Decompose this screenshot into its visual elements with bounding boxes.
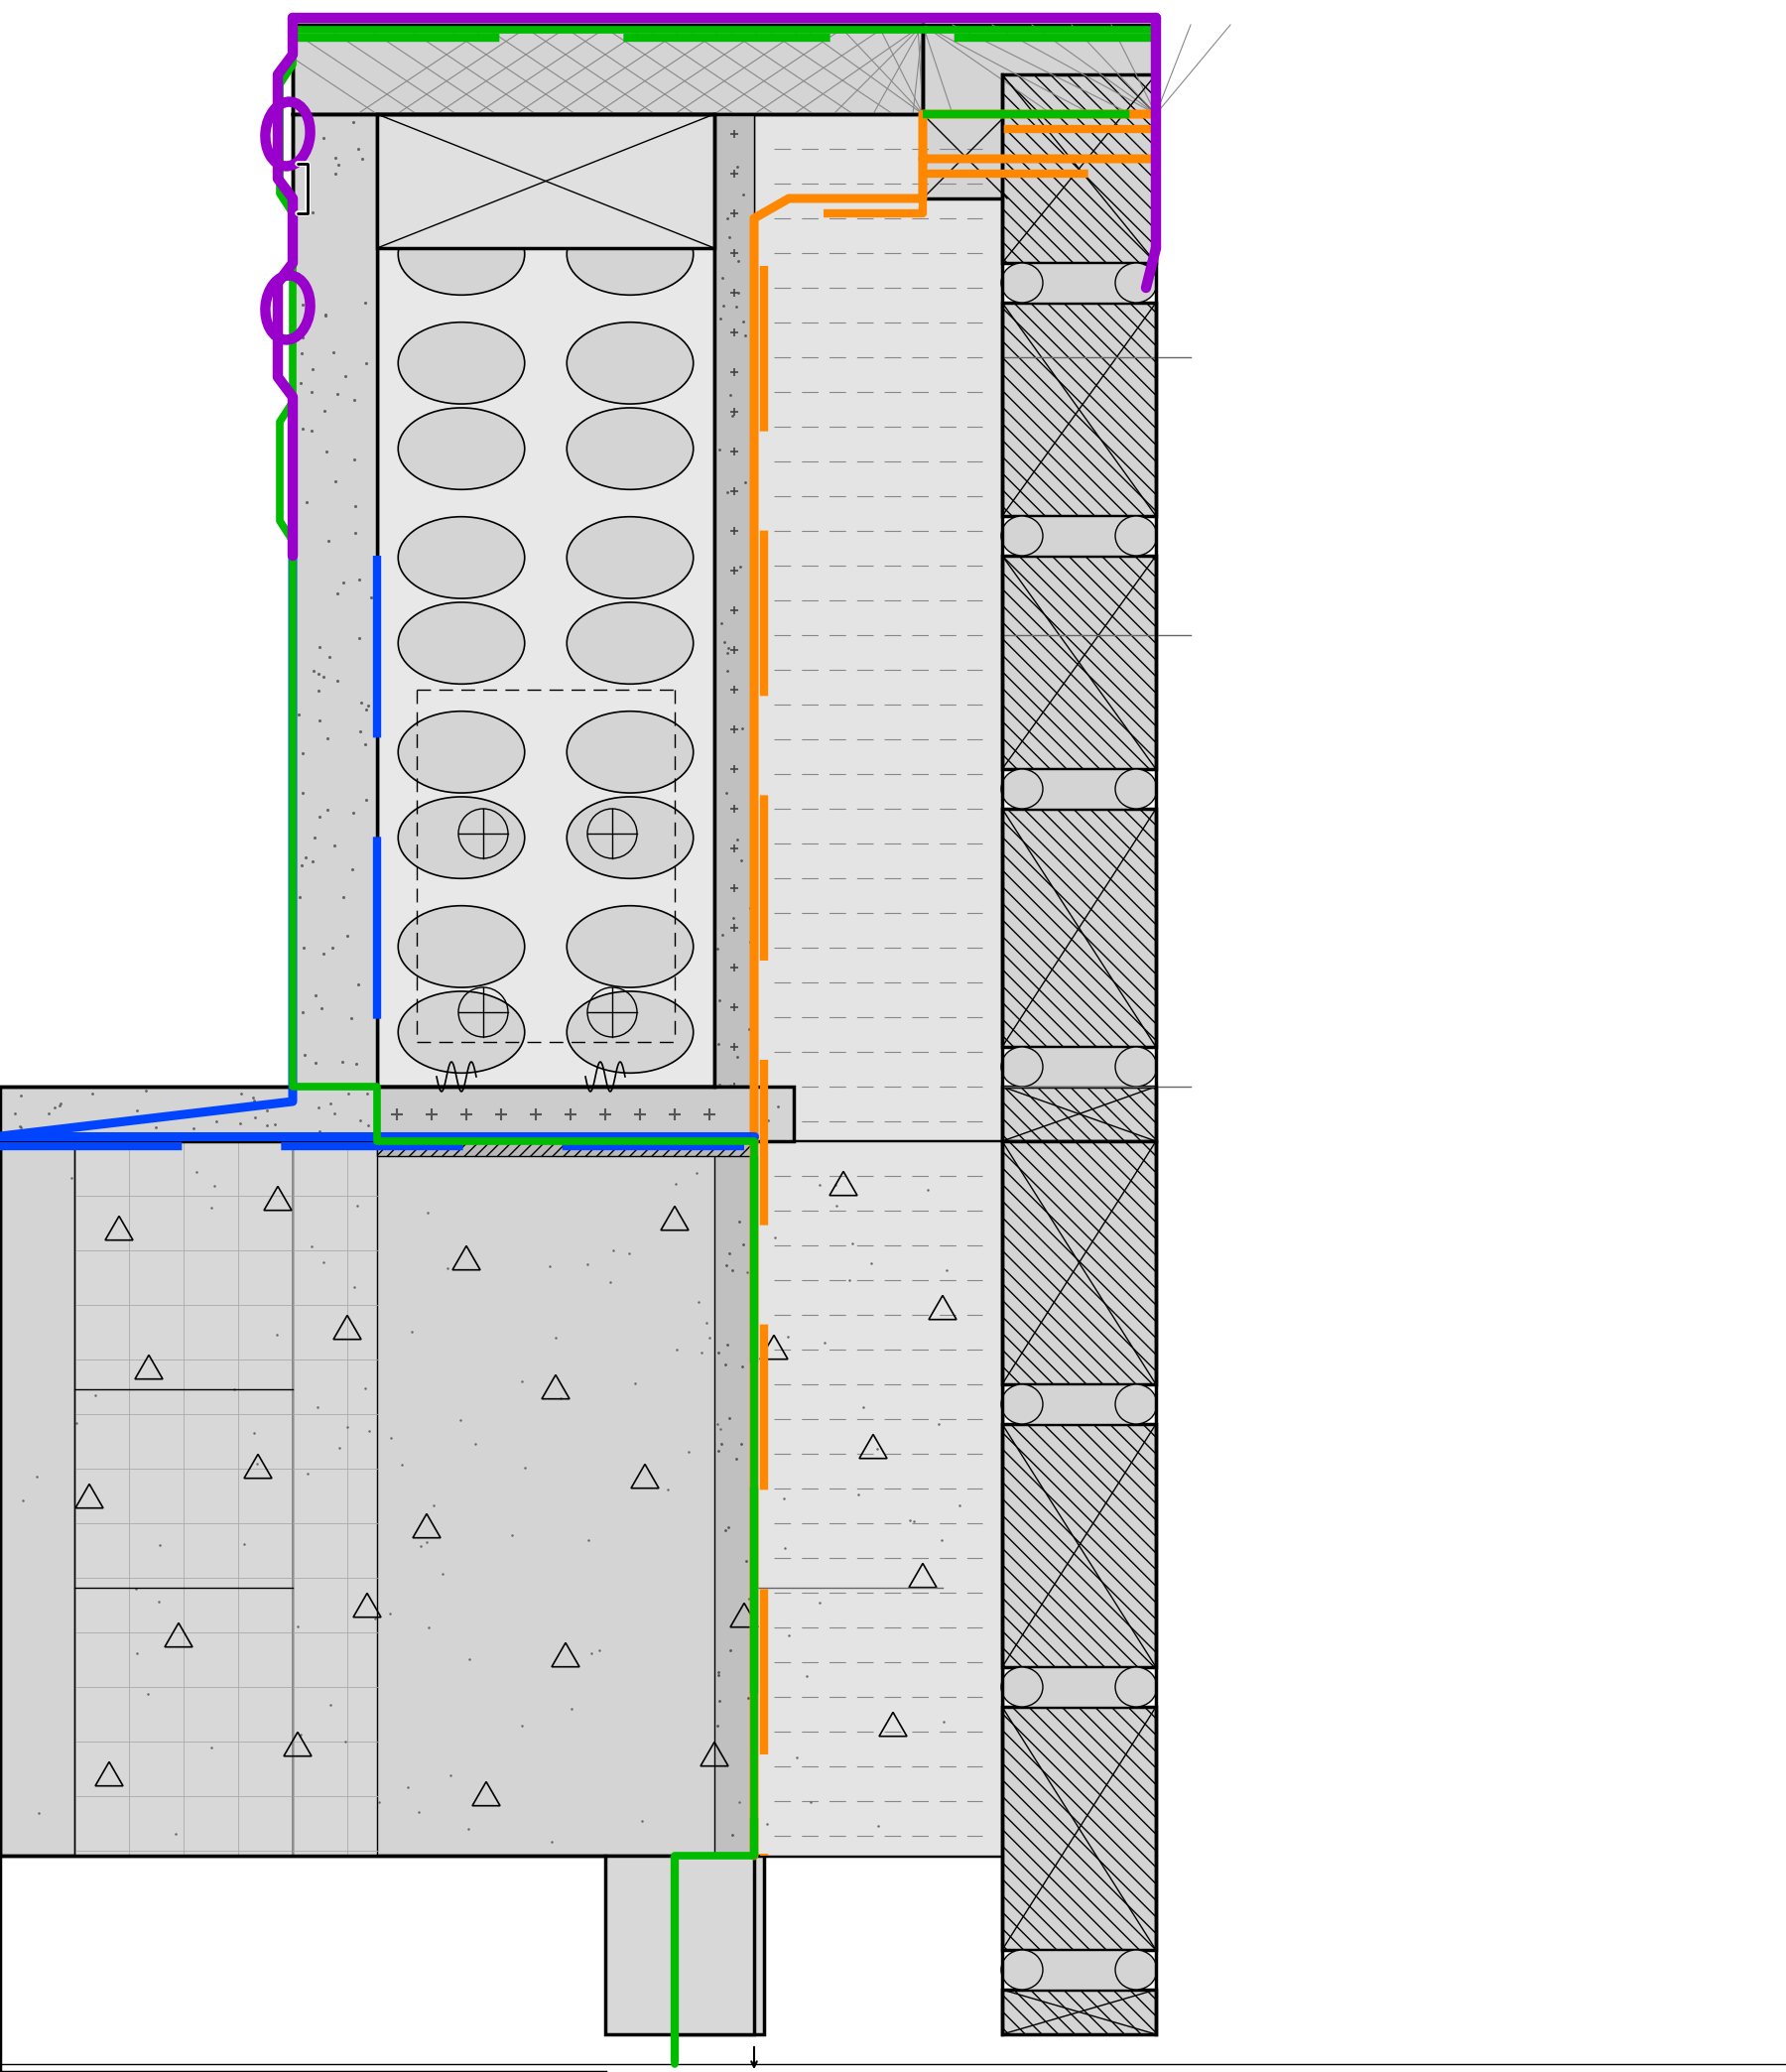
Ellipse shape [566,213,693,294]
Bar [1002,75,1156,263]
Ellipse shape [1002,1950,1043,1989]
Bar [1022,263,1136,303]
Bar [0,1142,1002,1857]
Ellipse shape [398,213,525,294]
Bar [1002,303,1156,516]
Bar [75,1142,293,1857]
Bar [1002,1086,1156,1142]
Ellipse shape [566,323,693,404]
Bar [923,114,1007,199]
Bar [1022,769,1136,808]
Ellipse shape [1002,263,1043,303]
Ellipse shape [1002,1668,1043,1707]
Bar [1022,1046,1136,1086]
Ellipse shape [398,128,525,209]
Ellipse shape [1002,516,1043,555]
Bar [377,114,714,249]
Bar [377,1142,754,1156]
Ellipse shape [566,905,693,988]
Ellipse shape [398,990,525,1073]
Ellipse shape [1114,516,1157,555]
Ellipse shape [566,408,693,489]
Ellipse shape [1114,769,1157,808]
Bar [923,25,1156,114]
Bar [754,1142,1002,1857]
Ellipse shape [398,408,525,489]
Bar [1022,516,1136,555]
Ellipse shape [1114,1950,1157,1989]
Bar [675,1857,754,2035]
Ellipse shape [566,128,693,209]
Ellipse shape [566,516,693,599]
Ellipse shape [1114,1384,1157,1423]
Ellipse shape [1114,263,1157,303]
Ellipse shape [1002,1046,1043,1086]
Bar [1022,1384,1136,1423]
Bar [1022,1950,1136,1989]
Bar [377,114,714,1086]
Bar [1002,1707,1156,1950]
Ellipse shape [566,603,693,684]
Bar [1002,1423,1156,1668]
Ellipse shape [566,990,693,1073]
Ellipse shape [398,711,525,794]
Bar [293,25,923,114]
Ellipse shape [1114,1046,1157,1086]
Bar [605,1857,764,2035]
Ellipse shape [398,603,525,684]
Ellipse shape [398,905,525,988]
Bar [293,1142,377,1857]
Bar [1002,808,1156,1046]
Ellipse shape [1114,1668,1157,1707]
Bar [1002,555,1156,769]
Bar [754,114,1002,1142]
Bar [1002,1989,1156,2035]
Bar [714,114,754,1142]
Bar [293,114,377,1086]
Bar [714,1142,754,1857]
Ellipse shape [398,798,525,879]
Ellipse shape [566,711,693,794]
Ellipse shape [1002,769,1043,808]
Bar [1022,1668,1136,1707]
Ellipse shape [1002,1384,1043,1423]
Ellipse shape [398,323,525,404]
Bar [1002,1142,1156,1384]
Bar [0,1086,793,1142]
Ellipse shape [398,516,525,599]
Ellipse shape [566,798,693,879]
Bar [377,1086,754,1142]
